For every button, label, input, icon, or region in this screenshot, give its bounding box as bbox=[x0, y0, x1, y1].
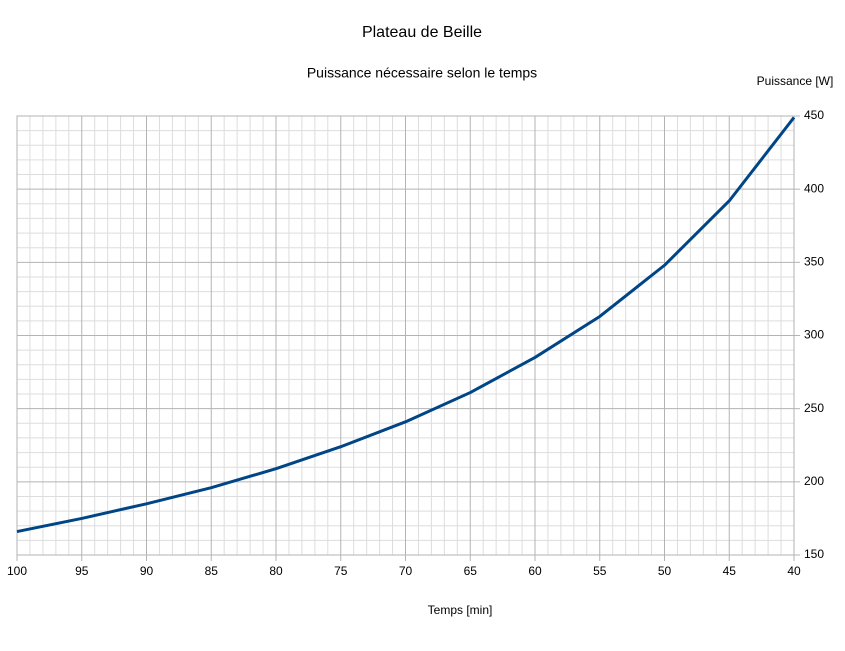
y-axis-label: Puissance [W] bbox=[757, 74, 834, 88]
x-tick-label: 95 bbox=[75, 564, 89, 578]
x-tick-label: 60 bbox=[528, 564, 542, 578]
chart-title: Plateau de Beille bbox=[362, 24, 482, 41]
x-tick-label: 85 bbox=[205, 564, 219, 578]
data-line bbox=[16, 116, 796, 534]
plot-frame bbox=[16, 115, 795, 556]
y-tick-label: 250 bbox=[804, 401, 824, 415]
y-tick-label: 450 bbox=[804, 108, 824, 122]
y-tick-label: 400 bbox=[804, 181, 824, 195]
x-tick-label: 75 bbox=[334, 564, 348, 578]
y-tick-label: 200 bbox=[804, 474, 824, 488]
y-tick-label: 150 bbox=[804, 547, 824, 561]
x-tick-label: 80 bbox=[269, 564, 283, 578]
x-tick-label: 50 bbox=[658, 564, 672, 578]
x-tick-label: 40 bbox=[787, 564, 801, 578]
y-tick-label: 350 bbox=[804, 255, 824, 269]
x-tick-label: 70 bbox=[399, 564, 413, 578]
chart-subtitle: Puissance nécessaire selon le temps bbox=[307, 65, 537, 81]
x-axis-label: Temps [min] bbox=[428, 603, 493, 617]
x-tick-label: 100 bbox=[7, 564, 27, 578]
x-tick-label: 55 bbox=[593, 564, 607, 578]
x-tick-label: 45 bbox=[723, 564, 737, 578]
x-tick-label: 65 bbox=[464, 564, 478, 578]
y-tick-label: 300 bbox=[804, 328, 824, 342]
x-tick-label: 90 bbox=[140, 564, 154, 578]
